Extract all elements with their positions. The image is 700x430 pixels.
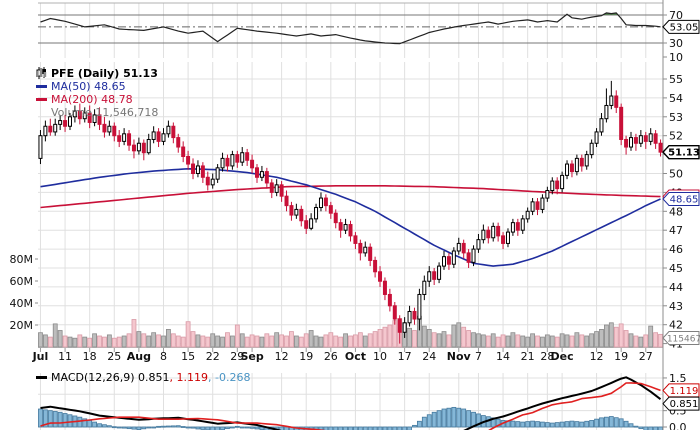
svg-text:18: 18 <box>83 350 97 363</box>
svg-text:10: 10 <box>669 51 683 64</box>
callout-51.13: 51.13 <box>662 144 700 160</box>
svg-text:29: 29 <box>230 350 244 363</box>
svg-text:22: 22 <box>206 350 220 363</box>
volume-label: Volume 11,546,718 <box>51 106 159 119</box>
svg-text:54: 54 <box>669 92 683 105</box>
svg-text:Sep: Sep <box>240 350 263 363</box>
symbol-title: PFE (Daily) 51.13 <box>51 67 158 80</box>
callout-115467: 115467 <box>662 331 700 345</box>
candles-layer <box>38 80 663 344</box>
svg-text:21: 21 <box>521 350 535 363</box>
svg-text:7: 7 <box>475 350 482 363</box>
price-legend: PFE (Daily) 51.13 MA(50) 48.65 MA(200) 4… <box>36 67 158 119</box>
svg-text:0.0: 0.0 <box>669 421 687 430</box>
svg-text:12: 12 <box>590 350 604 363</box>
svg-text:Aug: Aug <box>127 350 151 363</box>
svg-text:26: 26 <box>324 350 338 363</box>
svg-text:48.65: 48.65 <box>670 195 699 206</box>
svg-text:Jul: Jul <box>32 350 49 363</box>
macd-panel <box>38 376 663 430</box>
axis-layer: 5554535251504948474645444342417030101.50… <box>10 0 687 430</box>
macd-histogram-value: , -0.268 <box>208 371 251 384</box>
svg-text:17: 17 <box>398 350 412 363</box>
volume-bars <box>38 315 663 348</box>
svg-text:45: 45 <box>669 262 683 275</box>
svg-text:24: 24 <box>422 350 436 363</box>
ma50-label: MA(50) 48.65 <box>51 80 126 93</box>
svg-text:19: 19 <box>614 350 628 363</box>
symbol-legend-row: PFE (Daily) 51.13 <box>36 67 158 80</box>
svg-text:50: 50 <box>669 168 683 181</box>
svg-text:115467: 115467 <box>667 335 700 345</box>
svg-text:20M: 20M <box>10 319 34 332</box>
svg-text:8: 8 <box>160 350 167 363</box>
svg-text:30: 30 <box>669 37 683 50</box>
svg-text:53: 53 <box>669 111 683 124</box>
svg-text:27: 27 <box>639 350 653 363</box>
ma200-swatch <box>36 98 47 101</box>
svg-text:Dec: Dec <box>551 350 574 363</box>
svg-text:52: 52 <box>669 130 683 143</box>
ma200-line <box>40 185 661 209</box>
macd-line-swatch <box>36 376 47 379</box>
svg-text:10: 10 <box>373 350 387 363</box>
volume-legend-row: Volume 11,546,718 <box>36 68 159 119</box>
svg-text:40M: 40M <box>10 297 34 310</box>
svg-text:1.5: 1.5 <box>669 372 687 385</box>
callout-53.05: 53.05 <box>662 19 700 34</box>
svg-text:46: 46 <box>669 243 683 256</box>
ma200-legend-row: MA(200) 48.78 <box>36 93 158 106</box>
macd-signal-value: , 1.119 <box>169 371 209 384</box>
svg-text:11: 11 <box>58 350 72 363</box>
svg-text:80M: 80M <box>10 253 34 266</box>
callout-48.65: 48.65 <box>662 192 700 207</box>
top-indicator <box>40 12 661 45</box>
svg-text:Oct: Oct <box>345 350 366 363</box>
svg-text:14: 14 <box>496 350 510 363</box>
ma200-label: MA(200) 48.78 <box>51 93 133 106</box>
svg-text:0.851: 0.851 <box>670 399 699 410</box>
svg-text:25: 25 <box>107 350 121 363</box>
svg-text:19: 19 <box>299 350 313 363</box>
macd-value: MACD(12,26,9) 0.851 <box>51 371 170 384</box>
ma50-line <box>40 168 661 267</box>
svg-text:53.05: 53.05 <box>670 22 699 33</box>
svg-text:70: 70 <box>669 9 683 22</box>
callout-1.119: 1.119 <box>662 383 700 398</box>
ma50-swatch <box>36 85 47 88</box>
axis-callouts: 53.0548.7848.6551.131154671.1190.851-0.2… <box>662 19 700 411</box>
svg-text:12: 12 <box>275 350 289 363</box>
svg-text:44: 44 <box>669 281 683 294</box>
svg-text:48: 48 <box>669 205 683 218</box>
svg-text:55: 55 <box>669 73 683 86</box>
macd-legend: MACD(12,26,9) 0.851 , 1.119 , -0.268 <box>36 371 250 384</box>
svg-text:42: 42 <box>669 319 683 332</box>
svg-text:15: 15 <box>181 350 195 363</box>
svg-text:51.13: 51.13 <box>668 148 700 159</box>
svg-text:47: 47 <box>669 224 683 237</box>
svg-text:Nov: Nov <box>447 350 472 363</box>
svg-text:28: 28 <box>540 350 554 363</box>
ma50-legend-row: MA(50) 48.65 <box>36 80 158 93</box>
svg-text:1.119: 1.119 <box>670 386 699 397</box>
svg-text:60M: 60M <box>10 275 34 288</box>
svg-text:43: 43 <box>669 300 683 313</box>
callout-0.851: 0.851 <box>662 396 700 411</box>
